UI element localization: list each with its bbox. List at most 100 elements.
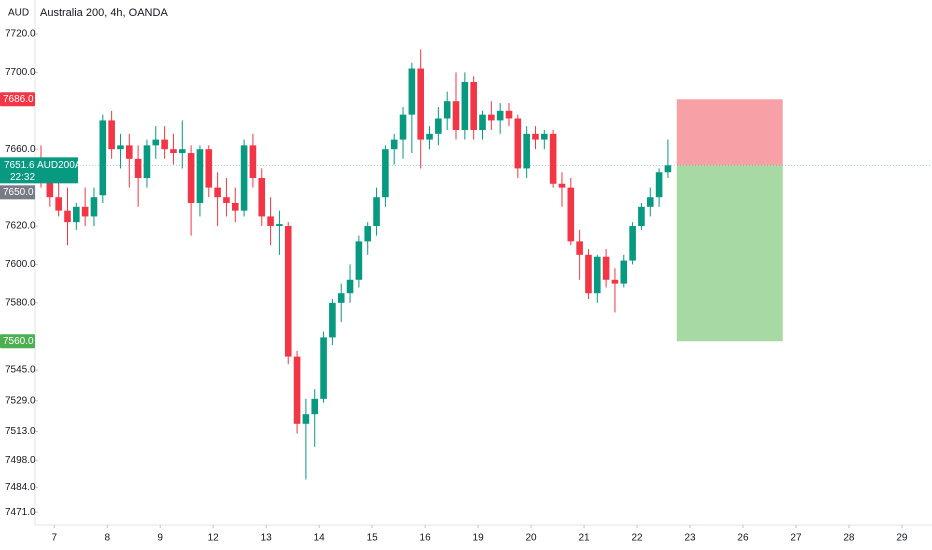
y-tick-label: 7513.0 — [5, 426, 36, 437]
candle-body — [355, 241, 363, 280]
y-tick-label: 7700.0 — [5, 67, 36, 78]
candle-body — [496, 110, 504, 121]
x-tick-label: 22 — [631, 533, 643, 544]
y-tick-label: 7471.0 — [5, 507, 36, 518]
y-tick-label: 7529.0 — [5, 395, 36, 406]
candle-body — [337, 293, 345, 303]
stop-zone — [676, 99, 783, 166]
candle-body — [435, 118, 442, 134]
candle-body — [593, 256, 601, 294]
prev-price-label: 7650.0 — [3, 187, 34, 198]
y-tick-label: 7484.0 — [5, 482, 36, 493]
countdown-label: 22:32 — [10, 172, 35, 183]
candle-body — [284, 226, 292, 357]
candle-body — [276, 224, 283, 227]
candle-body — [452, 101, 460, 131]
candle-body — [293, 356, 301, 424]
candle-body — [558, 183, 566, 188]
y-tick-label: 7545.0 — [5, 365, 36, 376]
candle-body — [417, 68, 424, 140]
candle-body — [108, 120, 115, 150]
candle-body — [152, 139, 160, 146]
target-price-label-bg — [0, 334, 35, 349]
candle-body — [329, 302, 336, 338]
target-zone — [676, 165, 783, 342]
candle-body — [567, 187, 575, 242]
candle-body — [514, 118, 522, 169]
candle-body — [46, 178, 54, 198]
candle-body — [205, 149, 213, 188]
candle-body — [576, 241, 583, 255]
candle-body — [134, 158, 142, 179]
x-tick-label: 27 — [790, 533, 802, 544]
target-price-label: 7560.0 — [3, 336, 34, 347]
candle-body — [117, 145, 124, 150]
candle-body — [73, 206, 80, 223]
x-tick-label: 29 — [896, 533, 908, 544]
candle-body — [302, 414, 310, 424]
y-tick-label: 7720.0 — [5, 29, 36, 40]
last-price-badge — [0, 157, 78, 184]
candle-body — [258, 178, 266, 217]
y-tick-label: 7498.0 — [5, 455, 36, 466]
candle-body — [99, 120, 107, 196]
candle-body — [426, 133, 433, 140]
candle-body — [170, 149, 177, 154]
x-tick-label: 28 — [843, 533, 855, 544]
candle-body — [602, 256, 610, 280]
stop-price-label: 7686.0 — [3, 94, 34, 105]
candle-body — [505, 110, 513, 119]
candle-body — [611, 279, 619, 284]
currency-label: AUD — [8, 8, 29, 19]
candle-body — [240, 145, 248, 211]
y-tick-label: 7620.0 — [5, 221, 36, 232]
candle-body — [161, 139, 168, 150]
prev-price-badge — [0, 185, 35, 200]
x-tick-label: 13 — [261, 533, 273, 544]
candle-body — [64, 210, 71, 223]
candle-body — [196, 149, 204, 203]
candle-body — [126, 145, 133, 159]
x-tick-label: 23 — [684, 533, 696, 544]
candle-body — [55, 197, 62, 211]
candle-body — [382, 149, 389, 198]
candle-body — [311, 398, 319, 415]
candle-body — [231, 202, 239, 211]
candle-body — [214, 187, 221, 198]
candle-body — [443, 101, 451, 119]
candle-body — [223, 197, 230, 203]
candle-body — [249, 145, 257, 179]
candle-body — [620, 260, 628, 284]
candle-body — [470, 81, 477, 131]
candle-body — [488, 114, 495, 121]
candle-body — [479, 114, 486, 131]
symbol-label: AUD200AUD — [37, 160, 96, 171]
stop-price-label-bg — [0, 92, 35, 107]
candle-body — [664, 165, 672, 173]
y-tick-label: 7660.0 — [5, 144, 36, 155]
x-tick-label: 26 — [737, 533, 749, 544]
candle-body — [408, 68, 416, 115]
candle-body — [81, 206, 89, 217]
candle-body — [90, 197, 98, 217]
y-tick-label: 7580.0 — [5, 297, 36, 308]
x-tick-label: 20 — [526, 533, 538, 544]
x-tick-label: 9 — [157, 533, 163, 544]
candle-body — [585, 254, 592, 294]
candle-body — [549, 133, 557, 184]
y-tick-label: 7600.0 — [5, 259, 36, 270]
candle-body — [320, 337, 327, 399]
candle-body — [461, 81, 469, 131]
candle-body — [655, 172, 663, 198]
x-tick-label: 19 — [473, 533, 485, 544]
chart-title: Australia 200, 4h, OANDA — [40, 7, 168, 19]
x-tick-label: 14 — [314, 533, 326, 544]
candle-body — [143, 145, 151, 179]
candle-body — [346, 279, 354, 294]
candle-body — [267, 216, 274, 227]
candle-body — [399, 114, 407, 140]
candle-body — [541, 133, 548, 140]
x-tick-label: 8 — [104, 533, 110, 544]
x-tick-label: 16 — [420, 533, 432, 544]
